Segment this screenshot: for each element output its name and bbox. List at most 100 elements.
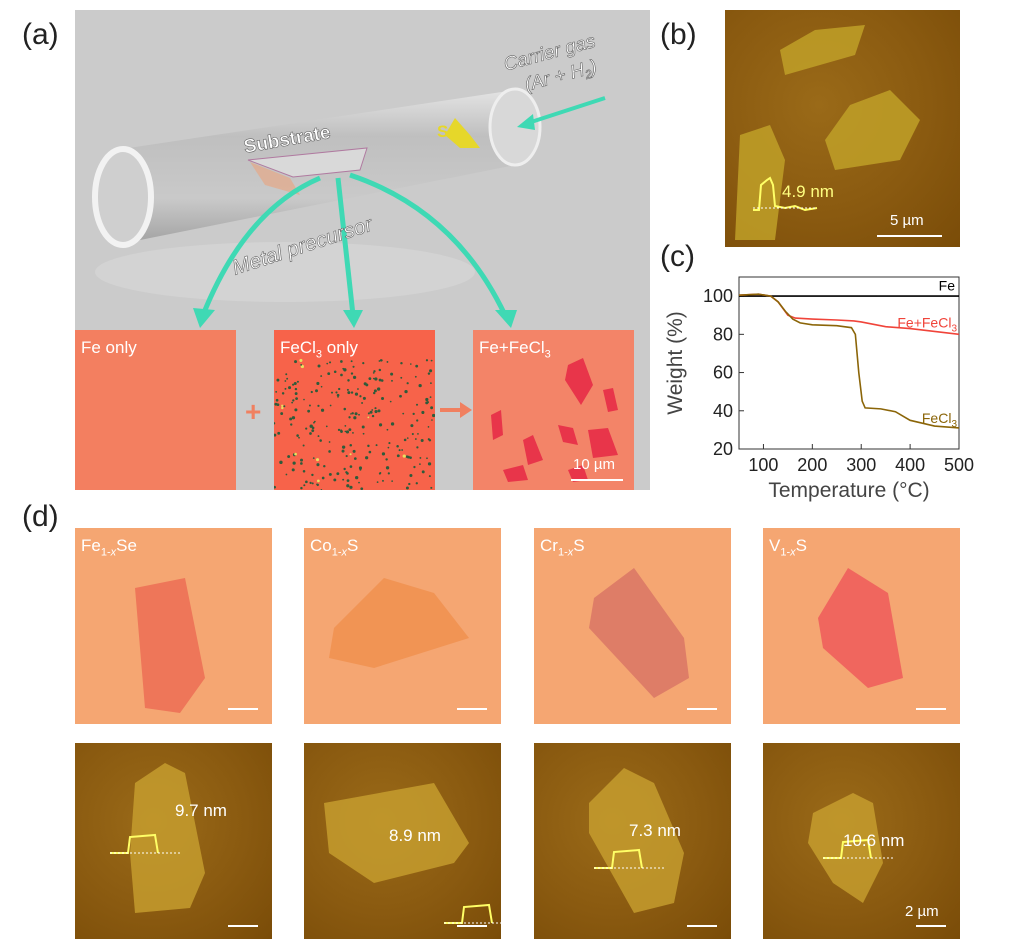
particle-dot	[287, 455, 291, 459]
particle-dot	[352, 449, 356, 453]
particle-dot	[350, 360, 353, 363]
particle-dot	[281, 406, 284, 410]
particle-dot	[281, 392, 285, 395]
particle-dot	[280, 412, 284, 416]
particle-dot	[431, 419, 433, 421]
particle-dot	[428, 475, 431, 478]
particle-dot	[274, 422, 276, 425]
particle-dot	[341, 449, 345, 453]
scale-bar	[457, 708, 487, 710]
particle-dot	[277, 431, 281, 435]
particle-dot	[377, 409, 381, 413]
x-tick-label: 400	[895, 455, 925, 475]
particle-dot	[276, 378, 280, 382]
particle-dot	[362, 432, 365, 435]
particle-dot	[294, 408, 298, 412]
particle-dot	[373, 391, 376, 395]
height-profile	[444, 903, 493, 924]
particle-dot	[294, 452, 297, 456]
particle-dot	[358, 413, 360, 416]
particle-dot	[380, 379, 384, 382]
particle-dot	[396, 454, 400, 458]
scale-bar-label: 2 µm	[905, 903, 939, 920]
particle-dot	[328, 441, 331, 443]
height-label: 10.6 nm	[843, 831, 905, 850]
scale-bar	[916, 925, 946, 927]
afm-flake	[589, 768, 684, 913]
particle-dot	[360, 487, 364, 490]
particle-dot	[333, 478, 337, 482]
tga-chart: 100 200 300 400 500 20 40 60 80 100 Temperature (°…	[664, 276, 974, 502]
particle-dot	[349, 444, 353, 447]
optical-image-fe-fecl3: Fe+FeCl3 10 µm	[473, 330, 634, 490]
particle-dot	[320, 385, 323, 388]
particle-dot	[416, 419, 419, 422]
particle-dot	[337, 428, 341, 432]
material-label: Co1-xS	[310, 536, 359, 559]
afm-image-fe: 9.7 nm	[75, 743, 272, 939]
image-label: Fe only	[81, 338, 137, 357]
y-tick-label: 40	[713, 401, 733, 421]
flow-arrowhead-right	[495, 310, 517, 328]
particle-dot	[329, 404, 332, 407]
particle-dot	[345, 454, 348, 458]
scale-bar	[877, 235, 942, 237]
particle-dot	[313, 421, 315, 424]
particle-dot	[415, 403, 419, 406]
particle-dot	[284, 387, 287, 390]
particle-dot	[349, 465, 353, 468]
particle-dot	[373, 370, 376, 373]
particle-dot	[398, 449, 401, 452]
particle-dot	[351, 412, 354, 415]
particle-dot	[431, 413, 435, 418]
flow-arrow-left	[200, 175, 321, 316]
height-profile	[753, 176, 818, 212]
particle-dot	[410, 424, 414, 428]
particle-dot	[333, 370, 337, 374]
particle-dot	[388, 442, 391, 445]
material-label: Cr1-xS	[540, 536, 585, 559]
particle-dot	[412, 412, 415, 415]
particle-dot	[352, 431, 354, 434]
particle-dot	[338, 387, 341, 391]
panel-c-label: (c)	[660, 240, 695, 273]
particle-dot	[300, 462, 303, 465]
particle-dot	[365, 383, 369, 387]
x-tick-label: 500	[944, 455, 974, 475]
particle-dot	[390, 422, 395, 426]
particle-dot	[406, 382, 409, 385]
particle-dot	[361, 402, 364, 404]
particle-dot	[342, 367, 345, 370]
panel-d-label: (d)	[22, 500, 59, 533]
particle-dot	[284, 380, 287, 382]
particle-dot	[402, 412, 405, 415]
particle-dot	[353, 457, 357, 460]
particle-dot	[430, 406, 434, 410]
particle-dot	[294, 360, 298, 364]
particle-dot	[310, 390, 313, 394]
height-label: 8.9 nm	[389, 826, 441, 845]
particle-dot	[415, 482, 418, 485]
scale-bar	[457, 925, 487, 927]
particle-dot	[390, 372, 394, 376]
particle-dot	[425, 397, 429, 402]
particle-dot	[317, 364, 321, 368]
particle-dot	[350, 413, 352, 415]
particle-dot	[413, 465, 416, 469]
particle-dot	[293, 382, 297, 386]
particle-dot	[400, 376, 403, 379]
image-label: FeCl3 only	[280, 338, 358, 361]
particle-dot	[326, 362, 329, 365]
particle-dot	[354, 392, 359, 396]
particle-dot	[289, 417, 293, 421]
particle-dot	[330, 391, 334, 394]
particle-dot	[430, 359, 433, 362]
particle-dot	[419, 463, 421, 465]
particle-dot	[305, 480, 308, 484]
x-tick-label: 200	[797, 455, 827, 475]
particle-dot	[349, 485, 353, 489]
particle-dot	[336, 472, 340, 476]
particle-dot	[275, 398, 279, 402]
particle-dot	[402, 454, 406, 458]
